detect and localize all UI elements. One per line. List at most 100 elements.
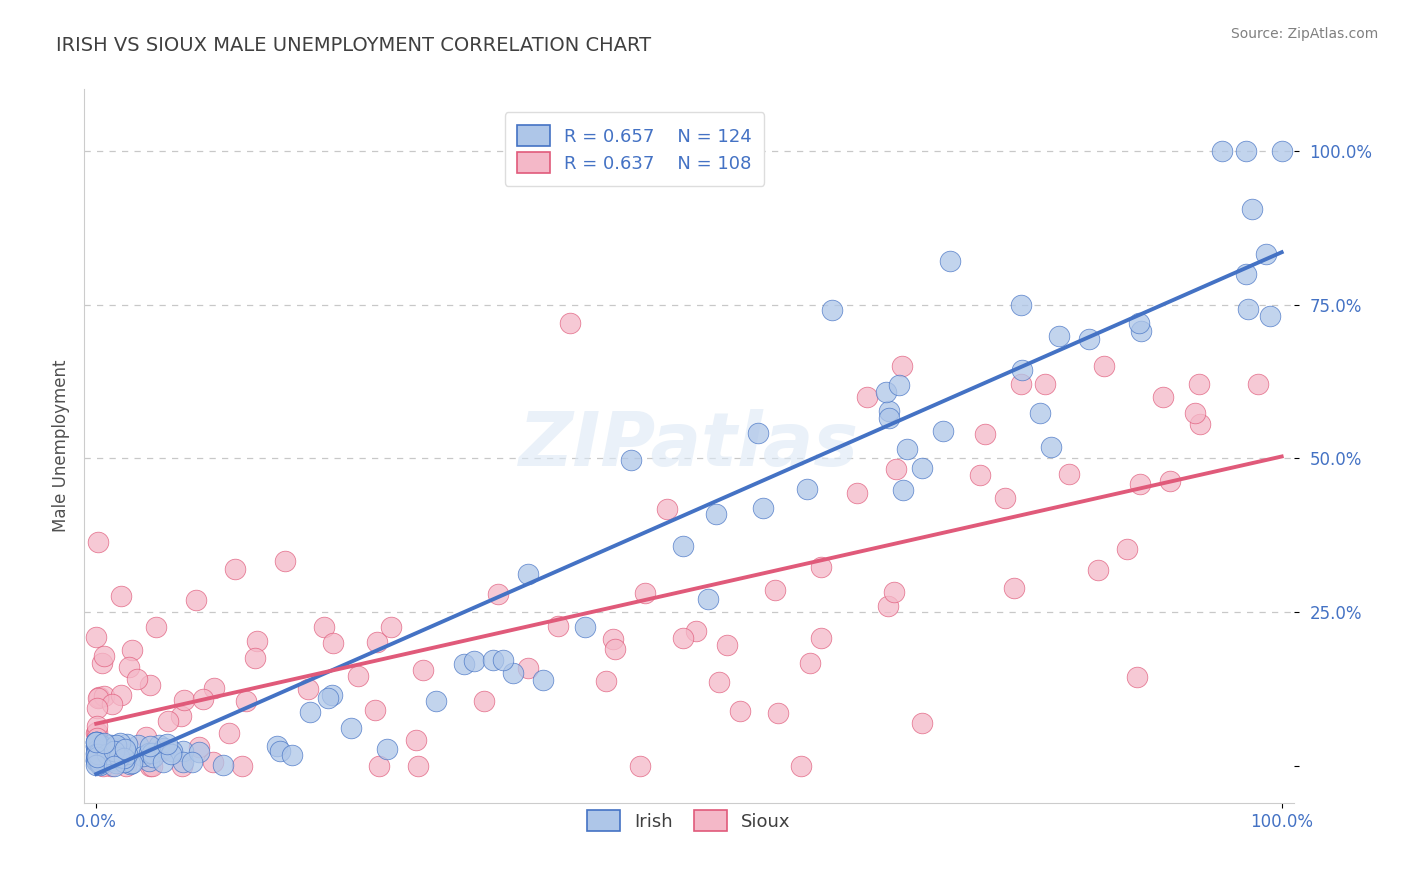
Point bbox=[218, 726, 240, 740]
Point bbox=[98, 750, 121, 764]
Point bbox=[141, 759, 163, 773]
Point bbox=[1040, 440, 1063, 454]
Point bbox=[90, 756, 112, 771]
Point bbox=[1087, 562, 1109, 576]
Point bbox=[1234, 267, 1257, 281]
Point bbox=[704, 507, 727, 521]
Point bbox=[883, 585, 905, 599]
Point bbox=[125, 672, 148, 686]
Point bbox=[86, 731, 108, 745]
Point bbox=[138, 746, 160, 760]
Point bbox=[86, 752, 108, 766]
Point bbox=[86, 700, 108, 714]
Point bbox=[855, 390, 877, 404]
Point bbox=[101, 749, 124, 764]
Point bbox=[488, 587, 510, 601]
Point bbox=[93, 759, 115, 773]
Point bbox=[98, 742, 121, 756]
Point bbox=[877, 404, 900, 418]
Point bbox=[115, 747, 138, 761]
Point bbox=[105, 738, 128, 752]
Point bbox=[93, 648, 115, 663]
Point bbox=[375, 741, 398, 756]
Point bbox=[1240, 202, 1263, 216]
Point bbox=[108, 749, 131, 764]
Point bbox=[1247, 377, 1270, 392]
Point bbox=[135, 731, 157, 745]
Point bbox=[172, 755, 194, 769]
Point bbox=[84, 735, 107, 749]
Point bbox=[235, 694, 257, 708]
Point bbox=[160, 744, 183, 758]
Point bbox=[86, 734, 108, 748]
Point bbox=[1011, 363, 1033, 377]
Point bbox=[104, 756, 127, 771]
Point bbox=[845, 486, 868, 500]
Legend: Irish, Sioux: Irish, Sioux bbox=[575, 797, 803, 844]
Point bbox=[657, 501, 679, 516]
Point bbox=[560, 316, 582, 330]
Point bbox=[1129, 477, 1152, 491]
Point bbox=[84, 754, 107, 768]
Point bbox=[103, 744, 125, 758]
Point bbox=[911, 461, 934, 475]
Point bbox=[139, 739, 162, 753]
Point bbox=[84, 739, 107, 754]
Point bbox=[633, 586, 655, 600]
Point bbox=[89, 756, 111, 770]
Text: ZIPatlas: ZIPatlas bbox=[519, 409, 859, 483]
Point bbox=[84, 758, 107, 772]
Point bbox=[932, 424, 955, 438]
Point bbox=[188, 745, 211, 759]
Point bbox=[531, 673, 554, 688]
Point bbox=[299, 706, 322, 720]
Point bbox=[364, 703, 387, 717]
Point bbox=[93, 736, 115, 750]
Point bbox=[84, 734, 107, 748]
Point bbox=[1010, 297, 1032, 311]
Point bbox=[482, 653, 505, 667]
Point bbox=[156, 714, 179, 729]
Point bbox=[138, 754, 160, 768]
Point bbox=[84, 753, 107, 767]
Point bbox=[709, 674, 731, 689]
Point bbox=[108, 736, 131, 750]
Point bbox=[492, 653, 515, 667]
Point bbox=[152, 756, 174, 770]
Point bbox=[280, 747, 302, 762]
Point bbox=[91, 656, 114, 670]
Point bbox=[89, 736, 111, 750]
Point bbox=[224, 562, 246, 576]
Point bbox=[87, 747, 110, 761]
Point bbox=[86, 750, 108, 764]
Point bbox=[728, 704, 751, 718]
Point bbox=[716, 638, 738, 652]
Point bbox=[517, 567, 540, 582]
Point bbox=[547, 619, 569, 633]
Point bbox=[628, 759, 651, 773]
Point bbox=[891, 483, 914, 497]
Point bbox=[453, 657, 475, 672]
Point bbox=[86, 743, 108, 757]
Point bbox=[273, 554, 295, 568]
Point bbox=[100, 748, 122, 763]
Point bbox=[1116, 542, 1139, 557]
Point bbox=[110, 688, 132, 702]
Point bbox=[87, 690, 110, 704]
Point bbox=[321, 688, 343, 702]
Point bbox=[105, 754, 128, 768]
Point bbox=[1184, 406, 1206, 420]
Point bbox=[121, 756, 143, 770]
Point bbox=[938, 254, 960, 268]
Point bbox=[1057, 467, 1080, 481]
Point bbox=[339, 721, 361, 735]
Point bbox=[90, 739, 112, 753]
Point bbox=[810, 631, 832, 645]
Point bbox=[472, 694, 495, 708]
Point bbox=[100, 745, 122, 759]
Point bbox=[696, 592, 718, 607]
Point bbox=[86, 750, 108, 764]
Point bbox=[86, 739, 108, 753]
Point bbox=[149, 743, 172, 757]
Point bbox=[1047, 329, 1070, 343]
